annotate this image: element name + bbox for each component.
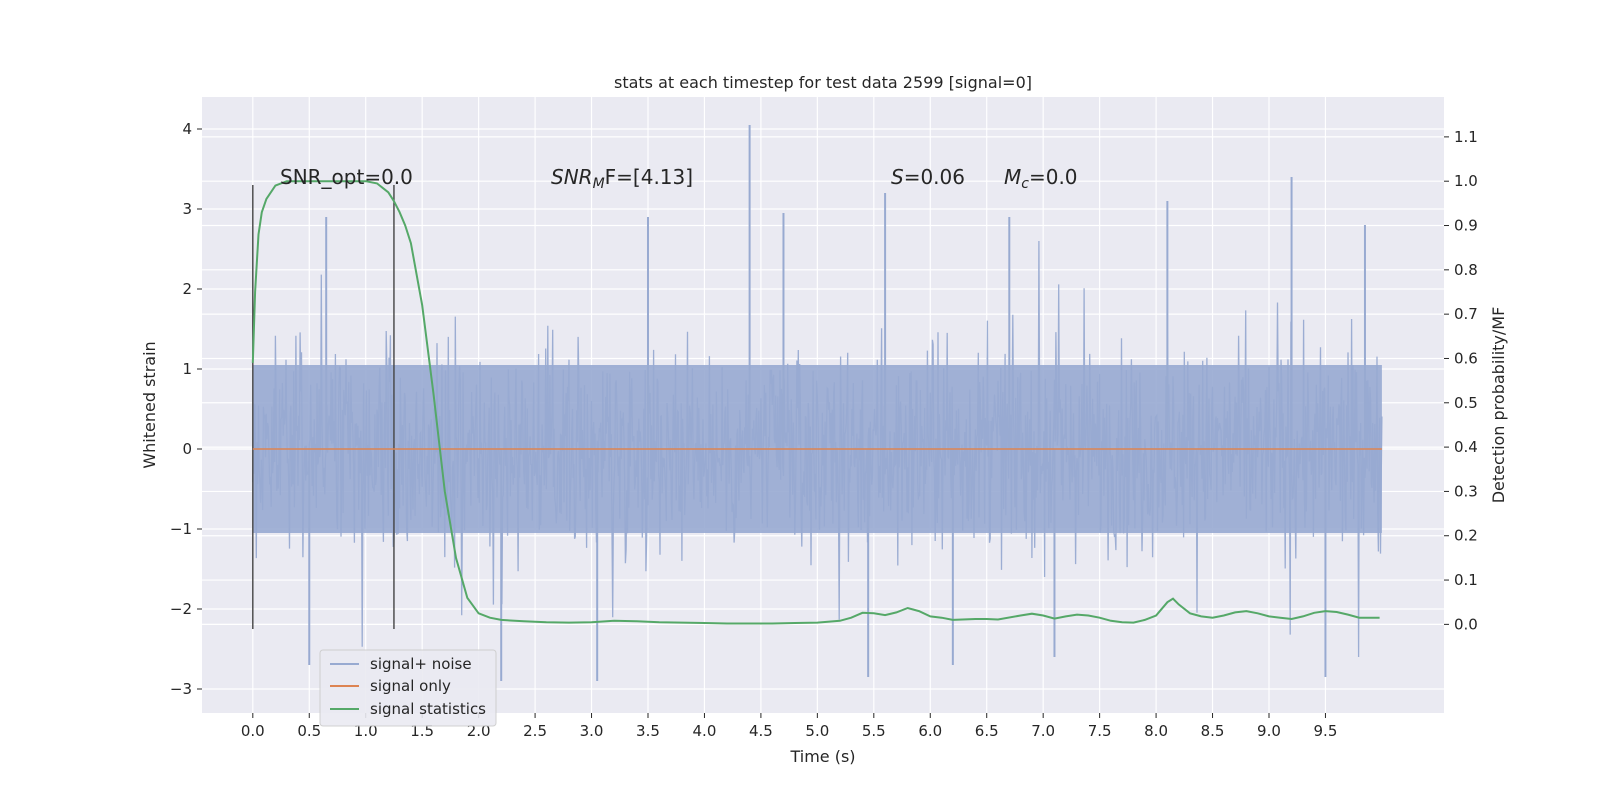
y-right-tick-label-7: 0.7	[1454, 305, 1478, 323]
y-right-tick-label-5: 0.5	[1454, 394, 1478, 412]
y-tick-label-6: 3	[182, 200, 192, 218]
annotation-s: S=0.06	[891, 165, 965, 189]
x-tick-label-18: 9.0	[1257, 722, 1281, 740]
x-tick-label-6: 3.0	[580, 722, 604, 740]
statistics-line	[251, 180, 1380, 625]
x-tick-label-13: 6.5	[975, 722, 999, 740]
y-right-tick-label-3: 0.3	[1454, 482, 1478, 500]
snr-mf-tail: F=[4.13]	[605, 165, 693, 189]
y-right-tick-label-1: 0.1	[1454, 571, 1478, 589]
y-axis-ticks: −3 −2 −1 0 1 2 3 4	[170, 120, 202, 698]
y-tick-label-2: −1	[170, 520, 192, 538]
snr-mf-var: SNR	[551, 165, 593, 189]
y-tick-label-0: −3	[170, 680, 192, 698]
x-tick-label-11: 5.5	[862, 722, 886, 740]
y-tick-label-4: 1	[182, 360, 192, 378]
s-val: =0.06	[904, 165, 965, 189]
y-tick-label-1: −2	[170, 600, 192, 618]
x-tick-label-7: 3.5	[636, 722, 660, 740]
legend-box	[319, 649, 497, 727]
y-axis-label: Whitened strain	[140, 341, 159, 468]
x-tick-label-8: 4.0	[693, 722, 717, 740]
vertical-markers	[252, 185, 395, 629]
y-right-tick-label-4: 0.4	[1454, 438, 1478, 456]
x-tick-label-0: 0.0	[241, 722, 265, 740]
legend-label-stats: signal statistics	[370, 700, 486, 718]
y-right-tick-label-10: 1.0	[1454, 172, 1478, 190]
annotation-snr-opt: SNR_opt=0.0	[280, 165, 413, 189]
x-tick-label-15: 7.5	[1088, 722, 1112, 740]
x-tick-label-16: 8.0	[1144, 722, 1168, 740]
mc-val: =0.0	[1029, 165, 1078, 189]
mc-var: M	[1004, 165, 1021, 189]
y-right-tick-label-9: 0.9	[1454, 217, 1478, 235]
chart-title: stats at each timestep for test data 259…	[614, 73, 1032, 92]
y-right-tick-label-0: 0.0	[1454, 615, 1478, 633]
annotation-mc: Mc=0.0	[1004, 165, 1078, 192]
snr-mf-sub: M	[593, 176, 605, 192]
y-tick-label-3: 0	[182, 440, 192, 458]
y-tick-label-7: 4	[182, 120, 192, 138]
x-tick-label-9: 4.5	[749, 722, 773, 740]
annotation-snr-mf: SNRMF=[4.13]	[551, 165, 693, 192]
legend-label-noise: signal+ noise	[370, 655, 472, 673]
y-right-axis-ticks: 0.0 0.1 0.2 0.3 0.4 0.5 0.6 0.7 0.8 0.9 1.0 1.1	[1444, 128, 1478, 633]
x-tick-label-10: 5.0	[805, 722, 829, 740]
x-tick-label-12: 6.0	[918, 722, 942, 740]
s-var: S	[891, 165, 904, 189]
legend-label-signal: signal only	[370, 677, 451, 695]
legend: signal+ noise signal only signal statist…	[319, 649, 497, 727]
x-tick-label-19: 9.5	[1314, 722, 1338, 740]
y-right-tick-label-8: 0.8	[1454, 261, 1478, 279]
x-tick-label-1: 0.5	[297, 722, 321, 740]
series-signal-statistics	[251, 180, 1380, 625]
y-right-tick-label-2: 0.2	[1454, 527, 1478, 545]
mc-sub: c	[1021, 176, 1029, 192]
y-right-tick-label-11: 1.1	[1454, 128, 1478, 146]
y-right-tick-label-6: 0.6	[1454, 349, 1478, 367]
y-tick-label-5: 2	[182, 280, 192, 298]
y-right-axis-label: Detection probability/MF	[1489, 307, 1508, 504]
x-axis-label: Time (s)	[789, 747, 855, 766]
x-tick-label-17: 8.5	[1201, 722, 1225, 740]
x-tick-label-14: 7.0	[1031, 722, 1055, 740]
x-tick-label-5: 2.5	[523, 722, 547, 740]
